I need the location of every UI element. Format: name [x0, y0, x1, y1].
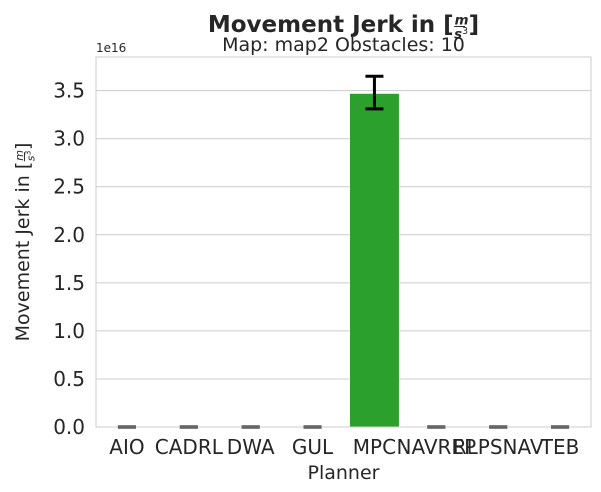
- y-tick-label: 1.0: [53, 319, 85, 343]
- error-bars: [117, 74, 570, 429]
- x-tick-label-rlpsnav: RLPSNAV: [453, 435, 544, 459]
- y-scale-label: 1e16: [96, 41, 126, 55]
- y-tick-label: 2.0: [53, 223, 85, 247]
- bars: [349, 93, 400, 428]
- svg-text:3: 3: [24, 151, 33, 156]
- svg-text:m: m: [455, 14, 469, 29]
- x-tick-label-teb: TEB: [540, 435, 580, 459]
- svg-text:m: m: [13, 150, 26, 161]
- svg-text:]: ]: [12, 143, 34, 150]
- svg-text:Movement Jerk in [: Movement Jerk in [: [12, 162, 34, 342]
- svg-text:]: ]: [469, 12, 480, 38]
- chart-title: Movement Jerk in [ms 3]: [208, 12, 479, 42]
- x-tick-label-navrep: NAVREP: [396, 435, 476, 459]
- grid-lines: [96, 90, 591, 428]
- svg-text:3: 3: [462, 26, 468, 37]
- error-bar-mpc: [365, 74, 384, 111]
- y-tick-label: 3.0: [53, 127, 85, 151]
- y-tick-label: 2.5: [53, 175, 85, 199]
- x-tick-label-gul: GUL: [292, 435, 334, 459]
- x-tick-label-aio: AIO: [109, 435, 144, 459]
- x-tick-label-cadrl: CADRL: [155, 435, 224, 459]
- y-axis-label: Movement Jerk in [ms3]: [12, 143, 37, 342]
- svg-text:s: s: [24, 155, 37, 161]
- y-tick-labels: 0.0 0.5 1.0 1.5 2.0 2.5 3.0 3.5: [53, 79, 85, 439]
- chart-subtitle: Map: map2 Obstacles: 10: [222, 34, 465, 56]
- x-tick-label-mpc: MPC: [353, 435, 396, 459]
- svg-text:s: s: [454, 27, 462, 42]
- svg-text:Movement Jerk in [: Movement Jerk in [: [208, 12, 454, 38]
- plot-frame: [95, 56, 592, 428]
- y-tick-label: 3.5: [53, 79, 85, 103]
- y-tick-label: 0.0: [53, 415, 85, 439]
- x-tick-label-dwa: DWA: [227, 435, 275, 459]
- x-axis-label: Planner: [308, 462, 380, 484]
- y-tick-label: 0.5: [53, 367, 85, 391]
- y-tick-label: 1.5: [53, 271, 85, 295]
- bar-mpc: [349, 93, 400, 428]
